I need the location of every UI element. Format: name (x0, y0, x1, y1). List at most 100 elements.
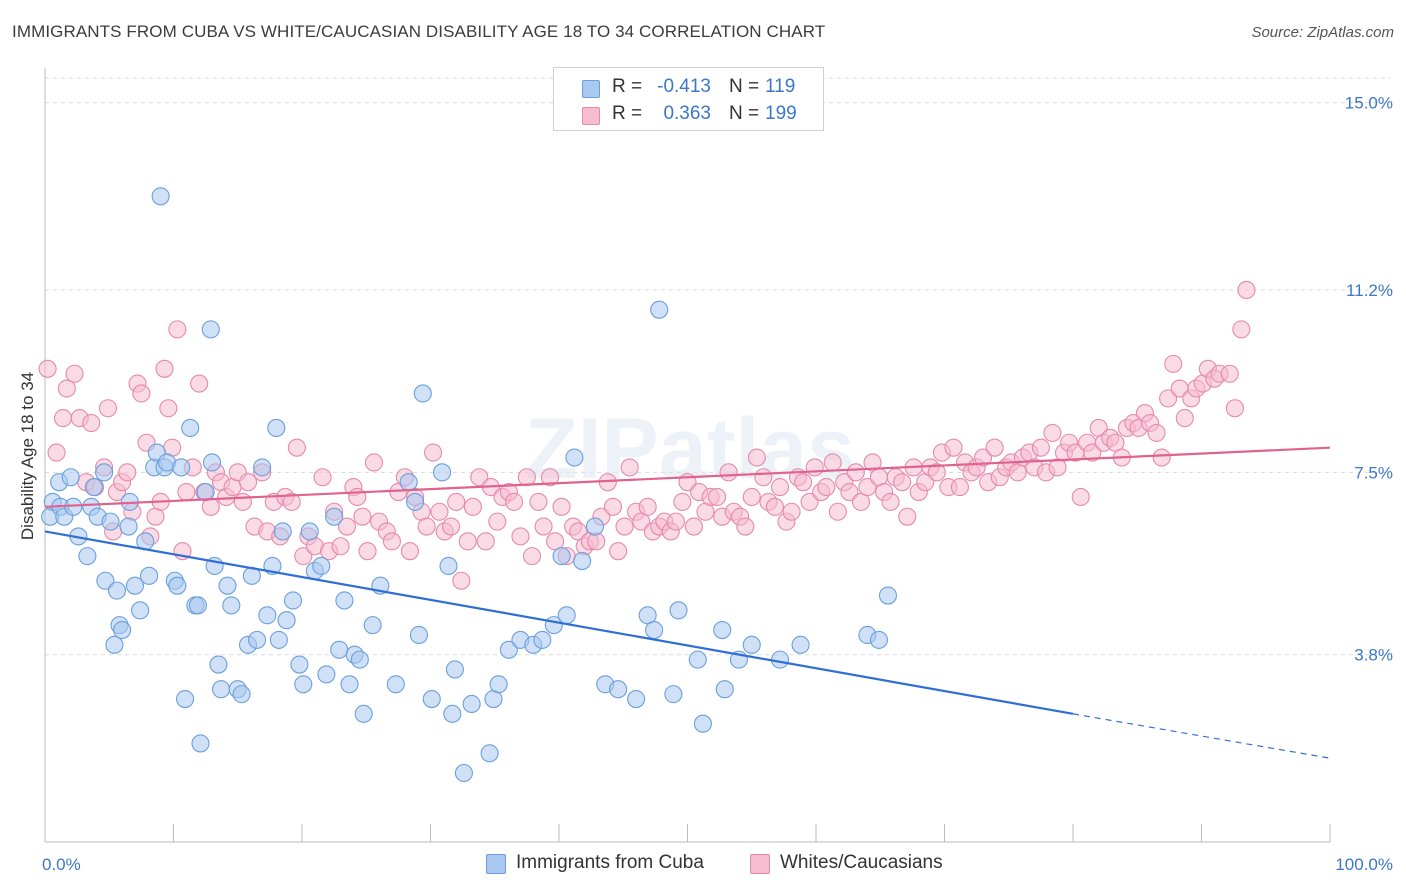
y-tick-label: 3.8% (1354, 646, 1393, 665)
data-point (233, 492, 252, 511)
data-point (488, 512, 507, 531)
data-point (447, 492, 466, 511)
data-point (552, 497, 571, 516)
data-point (770, 478, 790, 497)
data-point (673, 492, 692, 511)
data-point (406, 492, 425, 511)
data-point (196, 482, 215, 502)
data-point (177, 482, 196, 502)
data-point (400, 542, 419, 561)
data-point (253, 458, 272, 477)
data-point (364, 453, 384, 472)
data-point (1071, 487, 1090, 507)
data-point (489, 675, 508, 694)
data-point (462, 694, 481, 714)
data-point (693, 714, 712, 733)
data-point (417, 517, 436, 536)
data-point (1225, 399, 1244, 418)
data-point (287, 438, 306, 457)
data-point (283, 591, 303, 610)
data-point (222, 596, 241, 615)
data-point (140, 566, 159, 585)
legend-r-label: R = (612, 103, 643, 124)
data-point (1147, 423, 1166, 442)
data-point (131, 601, 150, 620)
data-point (113, 621, 132, 640)
data-point (176, 690, 195, 709)
bottom-legend-label-whites: Whites/Caucasians (780, 852, 943, 873)
bottom-legend-swatch-cuba (486, 854, 506, 874)
data-point (791, 635, 810, 654)
data-point (201, 320, 220, 339)
data-point (101, 512, 120, 531)
data-point (878, 586, 898, 605)
data-point (335, 591, 354, 610)
y-tick-label: 11.2% (1346, 281, 1393, 300)
data-point (765, 497, 784, 516)
data-point (354, 704, 373, 723)
data-point (118, 463, 137, 482)
data-point (443, 704, 462, 723)
data-point (615, 517, 634, 536)
data-point (353, 507, 372, 526)
data-point (105, 635, 124, 654)
data-point (719, 463, 738, 482)
data-point (413, 384, 432, 403)
data-point (638, 497, 657, 516)
data-point (312, 556, 331, 576)
data-point (382, 532, 402, 551)
chart-title: IMMIGRANTS FROM CUBA VS WHITE/CAUCASIAN … (12, 22, 826, 41)
data-point (517, 468, 536, 487)
data-point (82, 413, 101, 433)
data-point (463, 497, 482, 516)
data-point (1031, 438, 1050, 457)
data-point (424, 443, 443, 462)
data-point (313, 468, 332, 487)
data-point (84, 478, 103, 497)
data-point (258, 606, 277, 625)
y-tick-label: 15.0% (1345, 94, 1393, 113)
data-point (65, 364, 84, 383)
data-point (869, 630, 889, 649)
bottom-legend-label-cuba: Immigrants from Cuba (516, 852, 704, 873)
data-point (191, 734, 210, 753)
data-point (782, 502, 801, 521)
data-point (98, 399, 118, 418)
data-point (433, 463, 452, 482)
data-point (742, 635, 761, 654)
data-point (540, 468, 560, 487)
data-point (1083, 443, 1102, 462)
data-point (47, 443, 66, 462)
data-point (363, 616, 382, 635)
data-point (155, 359, 174, 378)
data-point (609, 542, 628, 561)
data-point (61, 468, 80, 487)
data-point (565, 448, 584, 467)
data-point (330, 640, 349, 659)
data-point (300, 522, 319, 541)
data-point (168, 576, 187, 595)
data-point (620, 458, 639, 477)
data-point (53, 409, 73, 428)
legend-n-value: 119 (765, 76, 796, 97)
data-point (603, 497, 623, 516)
data-point (340, 675, 359, 694)
tick-labels: 3.8% 7.5% 11.2% 15.0% 0.0% 100.0% (42, 94, 1393, 874)
legend-swatch-whites (582, 107, 600, 125)
data-point (645, 621, 664, 640)
legend-swatch-cuba (582, 80, 600, 98)
data-point (534, 517, 553, 536)
y-axis-label: Disability Age 18 to 34 (18, 372, 37, 540)
data-point (480, 744, 499, 763)
data-point (151, 187, 170, 206)
data-point (708, 487, 727, 507)
data-point (736, 517, 755, 536)
data-point (684, 517, 703, 536)
data-point (533, 630, 552, 649)
data-point (713, 621, 732, 640)
data-point (409, 625, 428, 645)
data-point (267, 418, 286, 438)
chart-source: Source: ZipAtlas.com (1251, 24, 1394, 41)
data-point (350, 650, 369, 669)
